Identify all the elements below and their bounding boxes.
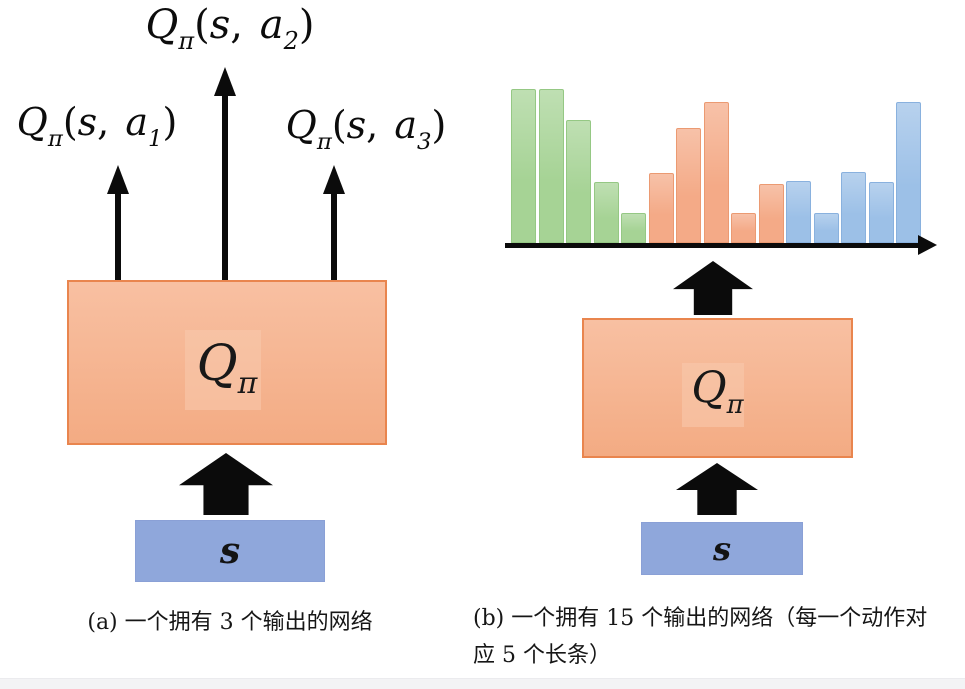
output-label-a1: Qπ(s, a1) <box>16 100 178 150</box>
math-s: s <box>346 103 367 147</box>
label-highlight <box>185 330 261 410</box>
label-highlight <box>682 363 744 427</box>
q-network-box-b: Qπ <box>582 318 853 458</box>
q-network-box-a: Qπ <box>67 280 387 445</box>
math-Q: Q <box>691 362 727 413</box>
bar-a1 <box>538 89 564 243</box>
math-pi: π <box>47 125 63 152</box>
math-close-paren: ) <box>431 103 447 147</box>
caption-b: (b) 一个拥有 15 个输出的网络（每一个动作对 应 5 个长条） <box>473 600 965 674</box>
state-box-a: s <box>135 520 325 582</box>
output-arrow-2-icon <box>214 67 236 96</box>
math-s: s <box>209 2 231 48</box>
math-sub-2: 2 <box>283 27 299 55</box>
math-a: a <box>125 100 148 144</box>
output-arrow-3-shaft <box>331 192 337 281</box>
math-pi: π <box>726 390 744 421</box>
output-arrow-1-shaft <box>115 192 121 281</box>
bar-a1 <box>621 213 646 243</box>
math-open-paren: ( <box>194 2 210 48</box>
math-pi: π <box>316 128 332 155</box>
math-open-paren: ( <box>62 100 78 144</box>
up-arrow-icon <box>673 261 753 315</box>
caption-b-line2: 应 5 个长条） <box>473 643 611 668</box>
up-arrow-icon <box>179 453 273 515</box>
up-arrow-icon <box>676 463 758 515</box>
bar-a1 <box>511 89 536 243</box>
bar-a2 <box>758 184 784 243</box>
math-Q: Q <box>285 103 317 147</box>
bar-a3 <box>813 213 839 243</box>
output-arrow-3-icon <box>323 165 345 194</box>
bar-a1 <box>593 182 619 243</box>
math-comma: , <box>366 103 395 147</box>
q-network-label: Qπ <box>691 366 743 418</box>
output-label-a2: Qπ(s, a2) <box>145 2 315 53</box>
math-sub-1: 1 <box>147 125 163 152</box>
math-a: a <box>259 2 284 48</box>
bar-a3 <box>896 102 921 243</box>
bar-a3 <box>786 181 811 243</box>
math-pi: π <box>178 27 195 55</box>
caption-b-line1: (b) 一个拥有 15 个输出的网络（每一个动作对 <box>473 606 928 631</box>
math-open-paren: ( <box>331 103 347 147</box>
q-network-label: Qπ <box>197 338 258 399</box>
output-label-a3: Qπ(s, a3) <box>285 103 447 153</box>
math-Q: Q <box>16 100 48 144</box>
bar-a1 <box>566 120 591 243</box>
x-axis <box>505 243 920 248</box>
bar-a3 <box>868 182 894 243</box>
math-comma: , <box>97 100 126 144</box>
output-arrow-2-shaft <box>222 94 228 281</box>
bar-a3 <box>841 172 866 243</box>
bar-a2 <box>676 128 701 243</box>
math-close-paren: ) <box>162 100 178 144</box>
bar-a2 <box>703 102 729 243</box>
math-pi: π <box>237 365 258 401</box>
state-label: s <box>712 529 731 568</box>
math-sub-3: 3 <box>416 128 432 155</box>
state-box-b: s <box>641 522 803 575</box>
math-comma: , <box>230 2 260 48</box>
bar-chart-bars <box>511 83 921 243</box>
bar-a2 <box>731 213 756 243</box>
bar-a2 <box>648 173 674 243</box>
math-Q: Q <box>145 2 179 48</box>
state-label: s <box>219 530 241 572</box>
math-close-paren: ) <box>298 2 315 48</box>
x-axis-arrowhead-icon <box>918 235 937 255</box>
math-Q: Q <box>196 333 238 392</box>
output-arrow-1-icon <box>107 165 129 194</box>
page-edge-strip <box>0 678 965 689</box>
math-s: s <box>77 100 98 144</box>
math-a: a <box>394 103 417 147</box>
caption-a: (a) 一个拥有 3 个输出的网络 <box>87 610 373 635</box>
